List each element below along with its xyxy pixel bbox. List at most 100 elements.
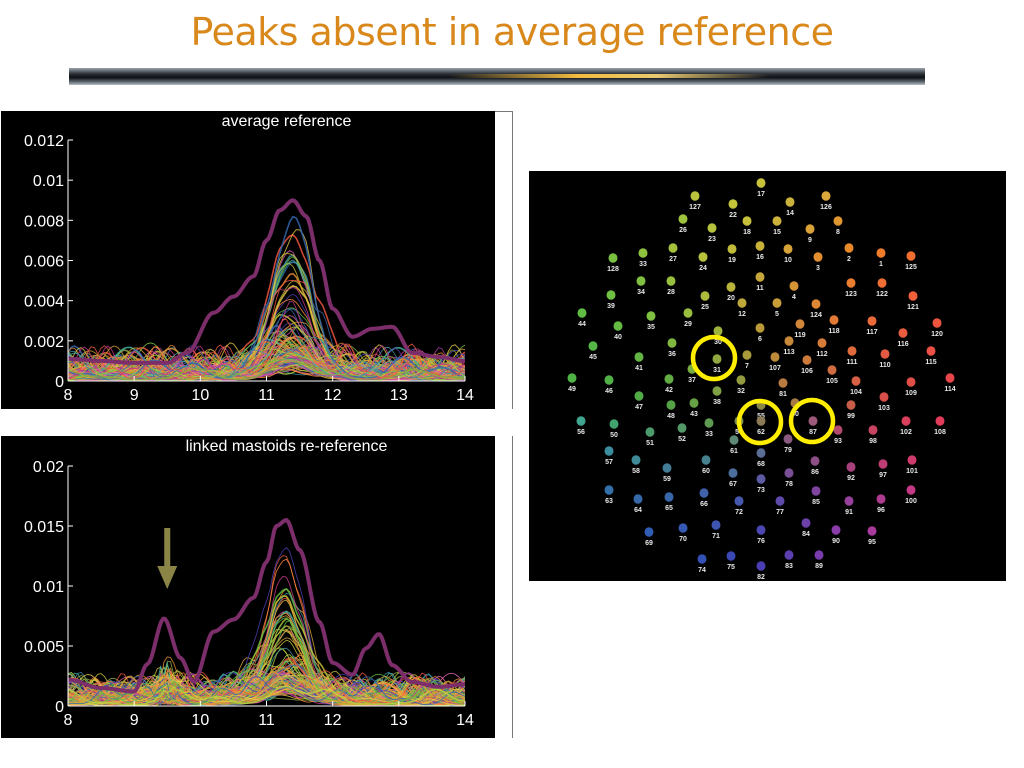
y-tick-label: 0: [55, 699, 64, 716]
electrode-119: 119: [794, 319, 806, 339]
chart-title: linked mastoids re-reference: [186, 438, 388, 455]
svg-text:38: 38: [713, 399, 721, 406]
electrode-28: 28: [666, 276, 676, 296]
electrode-45: 45: [588, 341, 598, 361]
svg-text:17: 17: [757, 191, 765, 198]
svg-text:128: 128: [607, 266, 619, 273]
svg-text:27: 27: [669, 256, 677, 263]
electrode-57: 57: [604, 446, 614, 466]
svg-text:41: 41: [635, 365, 643, 372]
electrode-120: 120: [931, 318, 943, 338]
y-tick-label: 0.01: [33, 579, 64, 596]
svg-text:105: 105: [826, 378, 838, 385]
electrode-65: 65: [664, 492, 674, 512]
svg-text:91: 91: [845, 509, 853, 516]
background-trace: [68, 339, 465, 380]
electrode-9: 9: [805, 224, 815, 244]
svg-text:67: 67: [729, 481, 737, 488]
electrode-97: 97: [878, 459, 888, 479]
x-tick-label: 14: [456, 387, 474, 404]
svg-text:70: 70: [679, 536, 687, 543]
x-tick-label: 10: [191, 712, 209, 729]
electrode-36: 36: [667, 338, 677, 358]
svg-text:57: 57: [605, 459, 613, 466]
electrode-41: 41: [634, 352, 644, 372]
slide-title: Peaks absent in average reference: [190, 10, 834, 54]
svg-text:85: 85: [812, 499, 820, 506]
electrode-46: 46: [604, 375, 614, 395]
electrode-23: 23: [707, 223, 717, 243]
electrode-56: 56: [576, 416, 586, 436]
electrode-86: 86: [810, 456, 820, 476]
svg-text:116: 116: [897, 341, 908, 348]
electrode-84: 84: [801, 518, 811, 538]
electrode-11: 11: [755, 272, 765, 292]
highlight-circle: [788, 397, 836, 445]
electrode-14: 14: [785, 197, 795, 217]
background-trace: [68, 676, 465, 706]
electrode-6: 6: [755, 323, 765, 343]
electrode-24: 24: [698, 252, 708, 272]
electrode-121: 121: [907, 291, 919, 311]
electrode-92: 92: [846, 462, 856, 482]
highlight-trace: [68, 198, 465, 365]
svg-text:4: 4: [792, 294, 796, 301]
electrode-48: 48: [666, 400, 676, 420]
svg-text:15: 15: [773, 229, 781, 236]
linked-mastoids-svg: linked mastoids re-reference 0 0.005 0.01 0.…: [24, 438, 474, 729]
electrode-16: 16: [755, 241, 765, 261]
average-reference-svg: average reference 0 0.002 0.004 0.006 0.008 0.…: [24, 113, 474, 404]
electrode-68: 68: [756, 448, 766, 468]
x-tick-label: 13: [390, 712, 408, 729]
svg-text:114: 114: [944, 386, 955, 393]
y-tick-label: 0.008: [24, 213, 64, 230]
svg-text:111: 111: [847, 359, 858, 366]
svg-text:25: 25: [701, 304, 709, 311]
average-reference-chart: average reference 0 0.002 0.004 0.006 0.008 0.…: [1, 111, 495, 409]
electrode-78: 78: [784, 468, 794, 488]
electrode-109: 109: [905, 377, 917, 397]
svg-text:54: 54: [735, 429, 743, 436]
electrode-47: 47: [634, 391, 644, 411]
svg-text:99: 99: [847, 413, 855, 420]
svg-text:117: 117: [866, 329, 877, 336]
electrode-124: 124: [810, 299, 822, 319]
svg-text:79: 79: [784, 447, 792, 454]
svg-text:113: 113: [783, 349, 794, 356]
electrode-99: 99: [846, 400, 856, 420]
svg-text:95: 95: [868, 539, 876, 546]
svg-text:86: 86: [811, 469, 819, 476]
svg-text:28: 28: [667, 289, 675, 296]
svg-text:84: 84: [802, 531, 810, 538]
electrode-70: 70: [678, 523, 688, 543]
electrode-5: 5: [772, 298, 782, 318]
electrode-49: 49: [567, 373, 577, 393]
y-tick-label: 0.012: [24, 133, 64, 150]
electrode-60: 60: [701, 455, 711, 475]
svg-text:16: 16: [756, 254, 764, 261]
svg-text:93: 93: [834, 438, 842, 445]
electrode-3: 3: [813, 252, 823, 272]
electrode-44: 44: [577, 308, 587, 328]
svg-text:24: 24: [699, 265, 707, 272]
electrode-114: 114: [944, 373, 956, 393]
electrode-75: 75: [726, 551, 736, 571]
x-tick-label: 12: [324, 712, 342, 729]
svg-text:20: 20: [727, 295, 735, 302]
x-tick-label: 8: [64, 387, 73, 404]
svg-text:10: 10: [784, 257, 792, 264]
svg-text:8: 8: [836, 229, 840, 236]
svg-text:120: 120: [931, 331, 943, 338]
svg-text:37: 37: [688, 377, 696, 384]
electrode-104: 104: [850, 376, 862, 396]
svg-text:119: 119: [794, 332, 805, 339]
svg-text:33: 33: [705, 431, 713, 438]
electrode-64: 64: [633, 494, 643, 514]
svg-text:87: 87: [809, 429, 817, 436]
title-underline-bar: [69, 68, 925, 85]
svg-text:96: 96: [877, 507, 885, 514]
svg-text:73: 73: [757, 487, 765, 494]
electrode-29: 29: [683, 308, 693, 328]
svg-text:106: 106: [801, 368, 813, 375]
